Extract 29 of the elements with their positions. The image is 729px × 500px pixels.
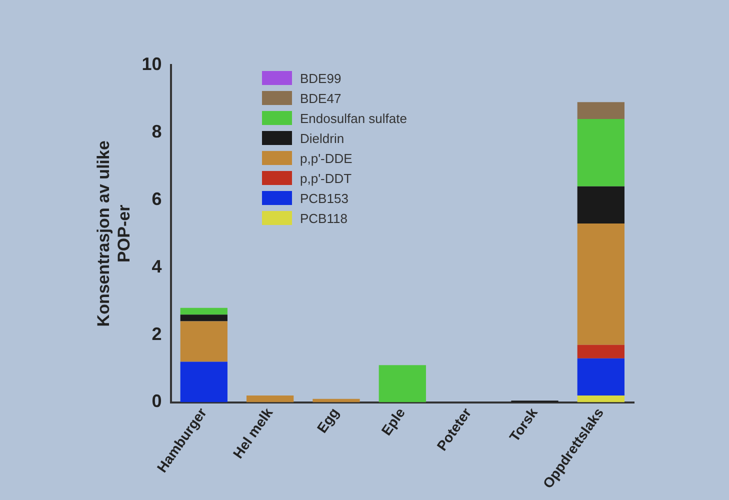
- legend-label: Endosulfan sulfate: [300, 110, 407, 126]
- legend-label: p,p'-DDT: [300, 170, 352, 186]
- bar: [577, 344, 624, 358]
- bar: [180, 308, 228, 315]
- y-tick-label: 0: [152, 391, 162, 412]
- legend-label: BDE47: [300, 90, 342, 106]
- bar: [378, 365, 426, 402]
- y-tick-label: 2: [152, 324, 162, 344]
- bar: [577, 224, 624, 345]
- y-tick-label: 10: [142, 54, 162, 74]
- y-tick-label: 6: [152, 188, 162, 209]
- y-tick-label: 8: [152, 121, 162, 142]
- bar: [577, 396, 624, 402]
- bar: [312, 398, 360, 402]
- bar: [180, 362, 228, 402]
- y-tick-label: 4: [152, 256, 162, 276]
- legend-label: BDE99: [300, 70, 342, 86]
- bar: [577, 118, 624, 186]
- y-axis-title: Konsentrasjon av ulike POP-er: [94, 140, 134, 327]
- legend-label: Dieldrin: [300, 130, 344, 146]
- legend-label: PCB153: [300, 190, 348, 206]
- legend-label: PCB118: [300, 210, 348, 226]
- bar: [577, 358, 624, 396]
- bar: [180, 321, 228, 362]
- bar: [180, 314, 228, 322]
- bar: [246, 396, 294, 402]
- bar: [577, 186, 624, 224]
- legend-label: p,p'-DDE: [300, 150, 352, 166]
- bar: [577, 102, 624, 119]
